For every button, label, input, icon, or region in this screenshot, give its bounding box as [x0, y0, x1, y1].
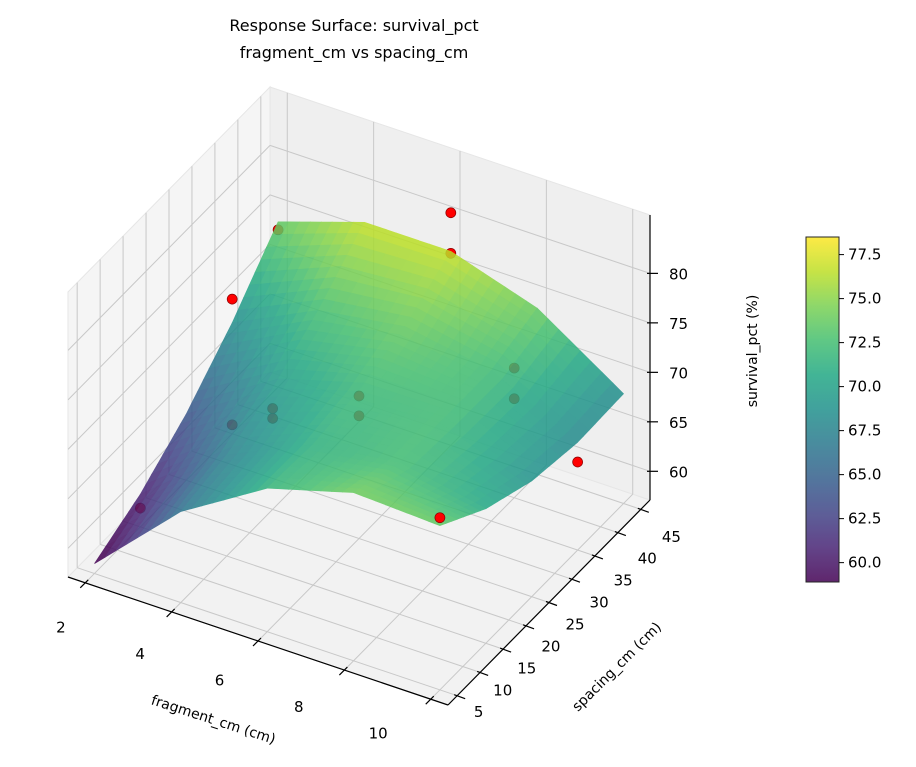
colorbar-gradient	[805, 236, 840, 583]
y-tick-label: 45	[662, 528, 681, 546]
y-tick-label: 20	[541, 637, 560, 655]
grid-line-y	[99, 543, 481, 673]
y-tick-label: 40	[638, 550, 657, 568]
x-tick	[252, 637, 262, 647]
response-surface	[94, 221, 624, 564]
grid-line-y	[145, 497, 527, 627]
x-tick-label: 8	[294, 698, 304, 716]
colorbar-tick-label: 77.5	[848, 246, 881, 264]
x-axis-label: fragment_cm (cm)	[149, 693, 277, 748]
colorbar-tick-label: 72.5	[848, 334, 881, 352]
y-tick-label: 10	[493, 681, 512, 699]
y-tick-label: 30	[590, 594, 609, 612]
z-tick-label: 65	[669, 414, 688, 432]
x-tick	[425, 695, 435, 705]
x-tick-label: 4	[135, 645, 145, 663]
z-tick-label: 75	[669, 315, 688, 333]
y-tick-label: 35	[614, 572, 633, 590]
x-tick	[338, 666, 348, 676]
colorbar-tick-label: 65.0	[848, 466, 881, 484]
grid-line-y	[122, 520, 504, 650]
data-point	[572, 456, 583, 468]
grid-line-z	[67, 145, 271, 351]
y-tick-label: 5	[474, 703, 484, 721]
y-tick	[614, 531, 627, 537]
colorbar: 60.0 62.5 65.0 67.5 70.0 72.5 75.0 77.5	[805, 236, 881, 583]
data-point	[445, 207, 457, 219]
y-tick	[453, 694, 466, 700]
grid-line-y	[77, 567, 458, 697]
points-above-surface	[226, 207, 457, 524]
y-tick-label: 15	[517, 659, 536, 677]
y-tick	[568, 577, 581, 583]
x-tick	[166, 608, 176, 618]
y-tick	[637, 507, 650, 513]
z-axis-label: survival_pct (%)	[745, 295, 761, 408]
axis-lines	[67, 215, 658, 706]
data-point	[434, 512, 446, 524]
chart-subtitle: fragment_cm vs spacing_cm	[240, 43, 469, 63]
chart-title: Response Surface: survival_pct	[229, 16, 478, 36]
y-tick	[591, 554, 604, 560]
colorbar-tick-label: 67.5	[848, 422, 881, 440]
y-tick	[476, 670, 489, 676]
y-tick	[545, 600, 558, 607]
z-tick-label: 80	[669, 265, 688, 283]
x-tick-label: 2	[56, 618, 66, 636]
colorbar-tick-label: 60.0	[848, 554, 881, 572]
x-tick	[79, 579, 89, 589]
grid-line-z	[67, 194, 271, 401]
z-tick-label: 60	[669, 463, 688, 481]
y-tick	[499, 647, 512, 653]
colorbar-tick-label: 62.5	[848, 510, 881, 528]
grid-line-z	[67, 243, 271, 450]
x-tick-label: 6	[215, 672, 225, 690]
y-tick-label: 25	[565, 616, 584, 634]
data-point	[226, 293, 238, 305]
colorbar-tick-label: 70.0	[848, 378, 881, 396]
grid-line-z	[269, 144, 651, 274]
y-axis-label: spacing_cm (cm)	[569, 619, 665, 715]
colorbar-tick-label: 75.0	[848, 290, 881, 308]
x-tick-label: 10	[369, 725, 388, 743]
z-tick-label: 70	[669, 364, 688, 382]
y-tick	[522, 624, 535, 630]
tick-labels: 2 4 6 8 10 5 10 15 20 25 30 35 40 45 60 65 70 75 80	[56, 265, 688, 742]
